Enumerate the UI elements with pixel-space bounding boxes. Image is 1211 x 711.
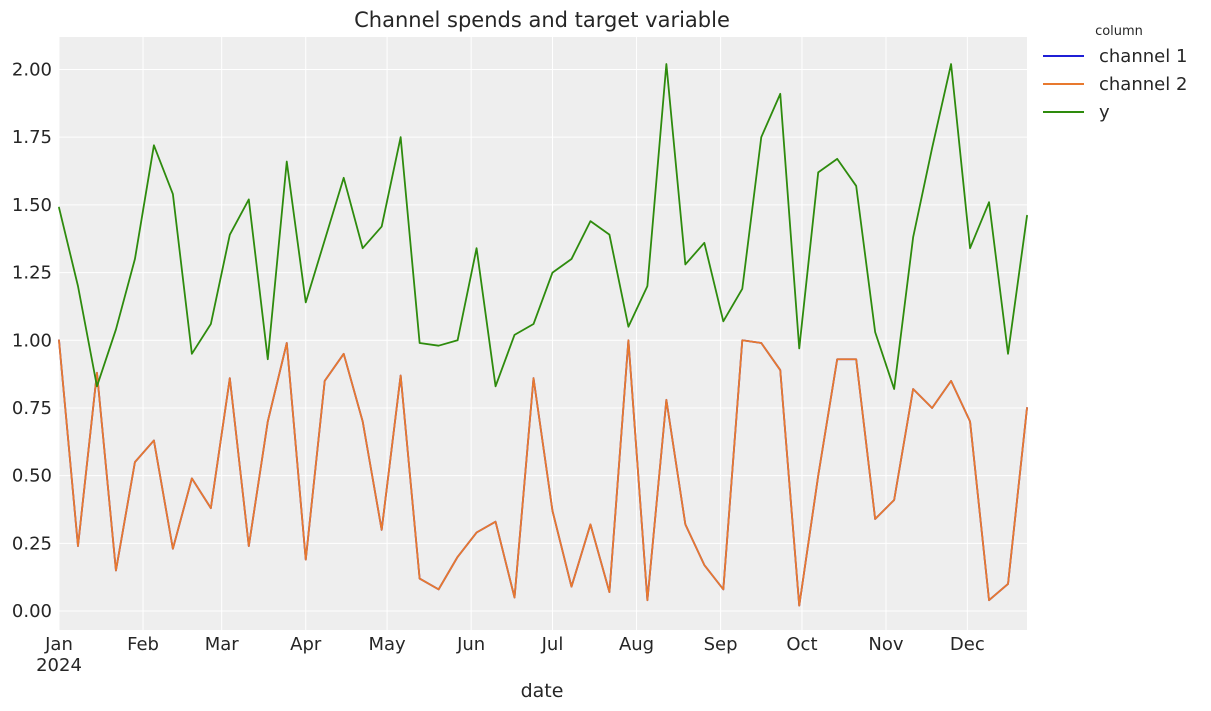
x-tick-label: Sep [704,634,738,655]
series-line-y [58,63,1028,390]
y-tick-label: 1.00 [12,330,52,351]
y-tick-label: 0.75 [12,398,52,419]
x-tick-label: Feb [127,634,159,655]
y-tick-label: 0.00 [12,601,52,622]
x-tick-label: Jul [541,634,564,655]
x-tick-label: Nov [868,634,903,655]
y-tick-label: 0.50 [12,466,52,487]
x-tick-label: Oct [786,634,817,655]
y-axis-ticks: 0.00 0.25 0.50 0.75 1.00 1.25 1.50 1.75 2.00 [12,59,52,622]
y-tick-label: 1.50 [12,195,52,216]
x-axis-label: date [521,680,564,702]
chart-title: Channel spends and target variable [354,8,730,32]
gridlines [58,37,1027,630]
y-tick-label: 1.75 [12,127,52,148]
y-tick-label: 1.25 [12,263,52,284]
legend-title: column [1095,24,1143,39]
y-tick-label: 0.25 [12,533,52,554]
x-tick-label: Jan [44,634,73,655]
x-tick-sublabel: 2024 [36,655,82,676]
legend-items: channel 1 channel 2 y [1043,46,1187,123]
series-lines [58,63,1028,607]
legend-label-channel-2: channel 2 [1099,74,1187,95]
series-line-channel-2 [58,339,1028,607]
legend: column channel 1 channel 2 y [1043,24,1187,123]
x-tick-label: Jun [456,634,485,655]
y-tick-label: 2.00 [12,59,52,80]
legend-label-channel-1: channel 1 [1099,46,1187,67]
x-tick-label: Aug [619,634,654,655]
legend-label-y: y [1099,102,1110,123]
plot-area [59,37,1027,630]
x-tick-label: Apr [290,634,322,655]
x-tick-label: Dec [950,634,985,655]
x-tick-label: May [368,634,406,655]
x-tick-label: Mar [205,634,240,655]
